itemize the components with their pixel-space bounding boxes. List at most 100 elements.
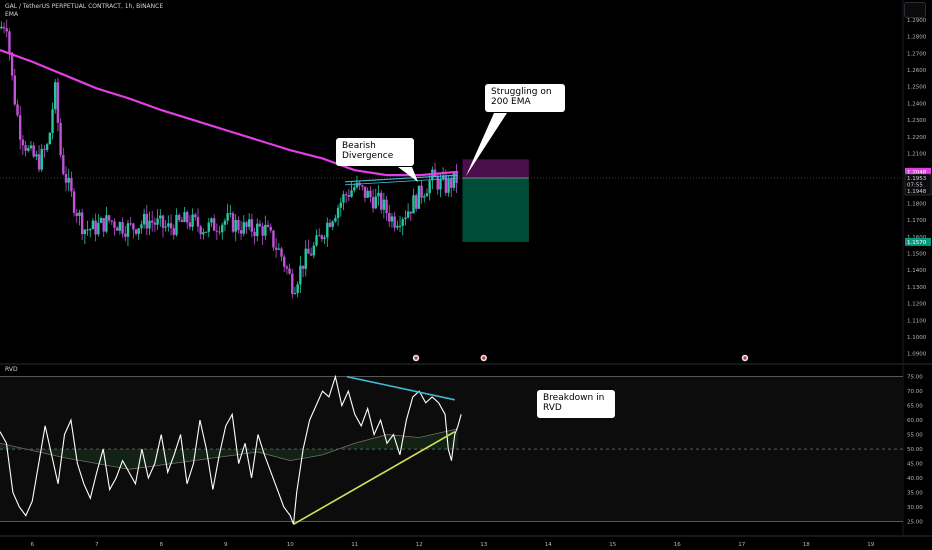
candle-body bbox=[231, 213, 235, 232]
candle-body bbox=[388, 213, 391, 222]
candle-body bbox=[72, 191, 76, 213]
candle-body bbox=[417, 185, 421, 209]
candle-body bbox=[207, 222, 210, 232]
candle-body bbox=[169, 223, 173, 229]
candle-body bbox=[172, 228, 175, 235]
candle-body bbox=[318, 235, 321, 237]
candle-body bbox=[56, 82, 60, 123]
price-tick-label: 1.1600 bbox=[907, 235, 927, 241]
candle-body bbox=[156, 218, 159, 225]
candle-body bbox=[420, 185, 423, 198]
candle-body bbox=[43, 148, 46, 150]
candle-body bbox=[99, 218, 103, 223]
candle-body bbox=[320, 235, 324, 239]
candles bbox=[0, 19, 458, 299]
candle-body bbox=[115, 227, 119, 231]
candle-body bbox=[210, 218, 213, 223]
candle-body bbox=[455, 172, 458, 184]
candle-body bbox=[312, 245, 316, 256]
candle-body bbox=[161, 215, 165, 228]
chart-settings-button[interactable] bbox=[904, 2, 926, 18]
candle-body bbox=[423, 196, 426, 198]
rvd-resistance-trendline bbox=[346, 375, 455, 401]
last-price-tag bbox=[904, 173, 932, 196]
candle-body bbox=[86, 229, 89, 231]
candle-body bbox=[363, 186, 367, 198]
candle-body bbox=[75, 212, 78, 216]
candle-body bbox=[137, 228, 140, 234]
candle-body bbox=[256, 223, 259, 237]
price-tick-label: 1.2200 bbox=[907, 135, 927, 141]
candle-body bbox=[293, 292, 297, 294]
time-tick-label: 6 bbox=[31, 542, 35, 548]
candle-body bbox=[452, 172, 456, 188]
candle-body bbox=[374, 196, 377, 209]
candle-body bbox=[70, 178, 73, 192]
event-flag-dot bbox=[743, 356, 747, 360]
candle-body bbox=[274, 247, 278, 250]
callout-bearish-divergence: Bearish Divergence bbox=[336, 138, 414, 166]
candle-body bbox=[89, 229, 92, 231]
time-tick-label: 10 bbox=[287, 542, 294, 548]
take-profit-zone bbox=[462, 177, 529, 242]
candle-body bbox=[164, 226, 167, 228]
candle-body bbox=[342, 194, 345, 203]
candle-body bbox=[183, 212, 186, 222]
rvd-indicator-label[interactable]: RVD bbox=[5, 366, 18, 373]
price-tick-label: 1.0900 bbox=[907, 352, 927, 358]
candle-body bbox=[124, 233, 127, 237]
candle-body bbox=[326, 222, 329, 238]
rvd-tick-label: 75.00 bbox=[907, 375, 923, 381]
candle-body bbox=[258, 223, 262, 227]
candle-body bbox=[229, 213, 232, 215]
candle-body bbox=[444, 176, 448, 193]
candle-body bbox=[153, 222, 157, 225]
candle-body bbox=[406, 211, 410, 218]
candle-body bbox=[288, 268, 291, 274]
rvd-signal-fill bbox=[0, 428, 458, 470]
price-tick-label: 1.2500 bbox=[907, 85, 927, 91]
candle-body bbox=[409, 211, 413, 214]
candle-body bbox=[80, 212, 84, 235]
candle-body bbox=[5, 28, 8, 32]
candle-body bbox=[110, 220, 113, 222]
ema-price-tag-text: 1.2048 bbox=[907, 170, 927, 176]
candle-body bbox=[439, 178, 442, 190]
rvd-tick-label: 70.00 bbox=[907, 389, 923, 395]
candle-body bbox=[218, 231, 221, 233]
candle-body bbox=[16, 104, 19, 116]
candle-body bbox=[382, 199, 386, 210]
candle-body bbox=[291, 273, 294, 294]
last-price-tag-text: 1.1953 bbox=[907, 176, 927, 182]
candle-body bbox=[212, 218, 216, 231]
time-tick-label: 11 bbox=[351, 542, 358, 548]
callout-pointer-struggling bbox=[466, 113, 507, 176]
candle-body bbox=[78, 212, 81, 216]
candle-body bbox=[48, 132, 52, 145]
candle-body bbox=[67, 178, 70, 183]
price-tick-label: 1.1000 bbox=[907, 335, 927, 341]
time-tick-label: 9 bbox=[224, 542, 228, 548]
candle-body bbox=[105, 215, 108, 232]
symbol-title[interactable]: GAL / TetherUS PERPETUAL CONTRACT, 1h, B… bbox=[5, 3, 164, 10]
last-price-tag-text: 1.1948 bbox=[907, 189, 927, 195]
candle-body bbox=[253, 231, 256, 237]
ema-indicator-label[interactable]: EMA bbox=[5, 11, 19, 18]
candle-body bbox=[277, 248, 281, 250]
target-price-tag bbox=[905, 237, 931, 246]
callout-breakdown-in-rvd: Breakdown in RVD bbox=[537, 390, 615, 418]
candle-body bbox=[19, 115, 22, 140]
candle-body bbox=[8, 31, 11, 53]
candle-body bbox=[194, 214, 197, 218]
price-tick-label: 1.2300 bbox=[907, 118, 927, 124]
ema-price-tag bbox=[905, 167, 931, 176]
price-tick-label: 1.1400 bbox=[907, 268, 927, 274]
candle-body bbox=[32, 145, 35, 157]
candle-body bbox=[140, 224, 143, 229]
candle-body bbox=[27, 148, 30, 151]
candle-body bbox=[91, 220, 95, 230]
callout-struggling-200-ema: Struggling on 200 EMA bbox=[485, 84, 565, 112]
time-tick-label: 8 bbox=[160, 542, 164, 548]
candle-body bbox=[64, 174, 68, 183]
